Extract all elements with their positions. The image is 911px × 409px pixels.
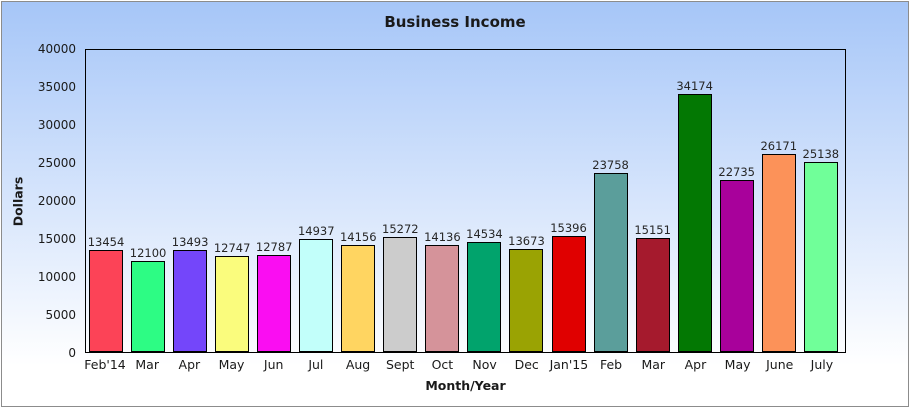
bar-rect: [509, 248, 544, 352]
bar-value-label: 34174: [676, 79, 713, 93]
bar: 15151: [634, 223, 671, 352]
bar: 14136: [424, 230, 461, 352]
x-tick-label: Jun: [263, 357, 284, 372]
x-tick-label: Nov: [472, 357, 497, 372]
bar-value-label: 14156: [339, 230, 377, 245]
bar-rect: [215, 255, 250, 352]
x-tick-label: Apr: [684, 357, 707, 372]
bar-value-label: 13454: [87, 235, 125, 250]
y-tick-label: 0: [68, 346, 76, 360]
x-tick-label: Feb'14: [84, 357, 126, 372]
bar: 14534: [466, 227, 503, 352]
bar-rect: [383, 236, 418, 352]
y-tick-label: 20000: [37, 194, 76, 208]
bar-value-label: 23758: [592, 157, 629, 172]
x-tick-label: Feb: [599, 357, 623, 372]
bar-value-label: 15151: [634, 222, 671, 237]
y-tick-label: 15000: [37, 232, 76, 246]
bar-value-label: 15272: [382, 221, 419, 236]
bar: 12100: [130, 246, 166, 352]
x-tick-label: Mar: [135, 357, 159, 372]
x-tick-label: May: [218, 357, 245, 372]
x-tick-label: Oct: [431, 357, 454, 372]
y-tick-label: 35000: [37, 80, 76, 94]
x-tick-label: Jan'15: [549, 357, 589, 372]
bar: 14937: [298, 224, 335, 352]
bar-rect: [425, 245, 460, 352]
bar-value-label: 14136: [424, 230, 461, 245]
x-tick-label: Jul: [308, 357, 324, 372]
bar-value-label: 12100: [129, 245, 167, 260]
bar-rect: [173, 250, 208, 352]
x-tick-label: Mar: [641, 357, 666, 372]
bar-value-label: 14534: [466, 227, 503, 242]
y-axis-ticks: 0 5000 10000 15000 20000 25000 30000 35000 40000: [2, 42, 80, 360]
bar-rect: [89, 250, 123, 352]
x-tick-label: Sept: [385, 357, 415, 372]
bar-rect: [677, 94, 712, 352]
bar-rect: [803, 162, 838, 352]
bar: 34174: [676, 79, 713, 352]
bar-rect: [551, 235, 586, 352]
x-tick-label: June: [766, 357, 794, 372]
x-tick-label: Apr: [178, 357, 201, 372]
y-tick-label: 10000: [37, 270, 76, 284]
bar-value-label: 25138: [802, 147, 840, 162]
x-tick-label: Aug: [345, 357, 371, 372]
bar: 12747: [214, 241, 250, 352]
chart-title: Business Income: [384, 13, 526, 31]
y-tick-label: 5000: [45, 308, 76, 322]
bar-rect: [341, 245, 376, 352]
bar-rect: [719, 180, 754, 352]
bar: 12787: [256, 240, 292, 352]
bar-value-label: 15396: [550, 220, 587, 235]
plot-area: 13454 12100 13493 12747 12787 14937 14156 15272…: [85, 49, 846, 353]
bars-container: 13454 12100 13493 12747 12787 14937 14156 15272…: [86, 50, 845, 352]
y-tick-label: 40000: [37, 42, 76, 56]
bar: 15272: [382, 222, 419, 352]
x-tick-label: May: [724, 357, 751, 372]
bar: 14156: [340, 230, 377, 352]
bar: 15396: [550, 221, 587, 352]
bar-rect: [467, 242, 502, 352]
bar: 13493: [172, 235, 208, 352]
bar-rect: [635, 237, 670, 352]
bar: 23758: [592, 158, 629, 352]
bar-value-label: 14937: [297, 224, 335, 239]
y-tick-label: 30000: [37, 118, 76, 132]
bar-rect: [257, 255, 292, 352]
bar: 13673: [508, 234, 545, 352]
bar: 22735: [718, 165, 755, 352]
bar-value-label: 13493: [171, 235, 209, 250]
y-tick-label: 25000: [37, 156, 76, 170]
x-axis-label: Month/Year: [425, 378, 506, 393]
x-tick-label: Dec: [514, 357, 539, 372]
bar-value-label: 22735: [718, 165, 755, 180]
bar-value-label: 26171: [760, 139, 798, 154]
bar-rect: [761, 154, 796, 352]
x-axis-ticks: Feb'14 Mar Apr May Jun Jul Aug Sept Oct Nov Dec Jan…: [84, 357, 846, 372]
x-tick-label: July: [810, 357, 834, 372]
bar-rect: [593, 172, 628, 352]
bar-value-label: 13673: [508, 233, 545, 248]
bar-rect: [131, 260, 166, 352]
bar-value-label: 12787: [255, 240, 293, 255]
bar: 13454: [88, 235, 124, 352]
bar-rect: [299, 239, 334, 352]
bar: 26171: [760, 139, 797, 352]
bar: 25138: [803, 147, 839, 352]
bar-value-label: 12747: [213, 240, 251, 255]
